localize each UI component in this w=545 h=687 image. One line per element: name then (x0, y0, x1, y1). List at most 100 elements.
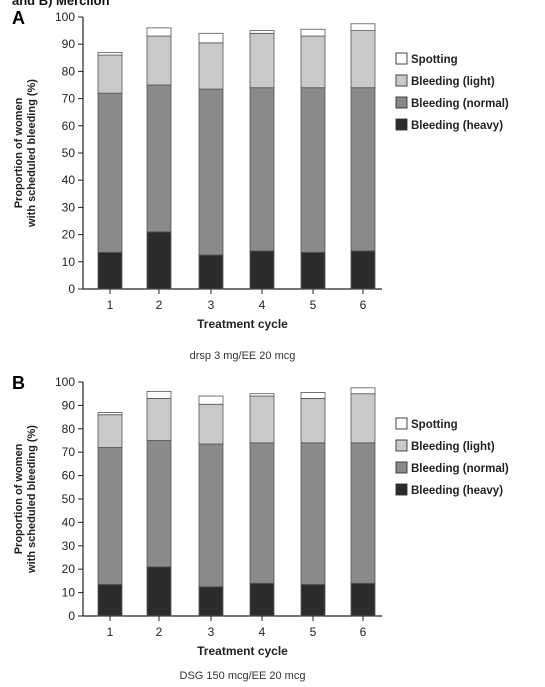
bar-segment (249, 395, 275, 444)
y-tick-label: 80 (62, 64, 76, 78)
x-axis-title: Treatment cycle (197, 317, 288, 331)
bar-segment (350, 582, 376, 617)
y-axis-title: with scheduled bleeding (%) (26, 79, 38, 228)
legend-label: Bleeding (heavy) (411, 485, 503, 497)
chart-caption: drsp 3 mg/EE 20 mcg (190, 350, 296, 362)
chart-panel-a: A 0 10 20 30 40 50 60 70 80 90 100 Proportion of wom… (12, 8, 509, 362)
bar-segment (300, 584, 326, 617)
legend-label: Bleeding (light) (411, 441, 495, 453)
y-tick-label: 60 (62, 119, 76, 133)
bar-segment (249, 32, 275, 89)
bar-segment (300, 35, 326, 89)
y-tick-label: 40 (62, 173, 76, 187)
bar-segment (198, 88, 224, 256)
x-tick-label: 2 (156, 298, 163, 312)
bar-segment (198, 32, 224, 44)
bar-segment (97, 54, 123, 94)
bar-segment (97, 414, 123, 448)
legend-label: Bleeding (heavy) (411, 120, 503, 132)
bar-segment (249, 250, 275, 290)
bar-segment (198, 254, 224, 290)
bar-segment (350, 30, 376, 89)
y-tick-label: 50 (62, 146, 76, 160)
legend-swatch (395, 417, 408, 430)
bar-segment (350, 87, 376, 252)
bar-segment (97, 584, 123, 617)
y-tick-label: 20 (62, 562, 76, 576)
chart-caption: DSG 150 mcg/EE 20 mcg (180, 670, 306, 682)
x-tick-label: 5 (310, 625, 317, 639)
y-tick-label: 70 (62, 445, 76, 459)
bar-segment (198, 586, 224, 617)
y-tick-label: 10 (62, 586, 76, 600)
x-tick-label: 5 (310, 298, 317, 312)
legend-label: Bleeding (normal) (411, 463, 509, 475)
legend-label: Bleeding (light) (411, 76, 495, 88)
bar-segment (198, 42, 224, 90)
bar-segment (350, 393, 376, 444)
bar-segment (146, 35, 172, 86)
bar-segment (350, 250, 376, 290)
bar-segment (97, 447, 123, 585)
x-tick-label: 4 (259, 298, 266, 312)
bar-segment (146, 27, 172, 37)
bar-segment (350, 387, 376, 395)
x-tick-label: 3 (208, 625, 215, 639)
y-tick-label: 40 (62, 515, 76, 529)
y-tick-label: 10 (62, 255, 76, 269)
legend-swatch (395, 118, 408, 131)
y-tick-label: 80 (62, 422, 76, 436)
bar-segment (350, 23, 376, 31)
bar-segment (146, 397, 172, 441)
bar-segment (198, 395, 224, 405)
y-tick-label: 30 (62, 200, 76, 214)
y-tick-label: 90 (62, 398, 76, 412)
bar-segment (97, 251, 123, 290)
legend-swatch (395, 52, 408, 65)
y-tick-label: 50 (62, 492, 76, 506)
x-tick-label: 2 (156, 625, 163, 639)
panel-label: B (12, 373, 25, 393)
y-tick-label: 20 (62, 228, 76, 242)
bar-segment (249, 30, 275, 34)
x-axis-title: Treatment cycle (197, 644, 288, 658)
bar-segment (249, 393, 275, 397)
x-tick-label: 6 (360, 298, 367, 312)
x-tick-label: 6 (360, 625, 367, 639)
bar-segment (146, 566, 172, 617)
bar-segment (97, 412, 123, 416)
y-axis-title: Proportion of women (13, 443, 25, 554)
bar-segment (300, 392, 326, 399)
chart-panel-b: B 0 10 20 30 40 50 60 70 80 90 100 Proportion of wom… (12, 373, 509, 682)
bar-segment (350, 442, 376, 584)
x-tick-label: 4 (259, 625, 266, 639)
y-axis-title: Proportion of women (13, 97, 25, 208)
legend-label: Bleeding (normal) (411, 98, 509, 110)
bar-segment (146, 84, 172, 233)
bar-segment (97, 51, 123, 56)
y-tick-label: 100 (55, 375, 75, 389)
legend-swatch (395, 483, 408, 496)
bar-segment (198, 403, 224, 445)
x-tick-label: 3 (208, 298, 215, 312)
bar-segment (300, 28, 326, 37)
x-tick-label: 1 (107, 625, 114, 639)
bar-segment (300, 251, 326, 290)
y-tick-label: 0 (68, 282, 75, 296)
bar-segment (146, 440, 172, 568)
y-tick-label: 60 (62, 469, 76, 483)
legend-label: Spotting (411, 54, 458, 66)
page-title: and B) Mercilon (12, 0, 110, 8)
y-tick-label: 30 (62, 539, 76, 553)
bar-segment (198, 443, 224, 588)
bar-segment (146, 390, 172, 399)
bar-segment (300, 87, 326, 253)
legend-swatch (395, 96, 408, 109)
legend-swatch (395, 439, 408, 452)
y-axis-title: with scheduled bleeding (%) (26, 425, 38, 574)
legend-label: Spotting (411, 419, 458, 431)
legend-swatch (395, 74, 408, 87)
y-tick-label: 100 (55, 10, 75, 24)
panel-label: A (12, 8, 25, 28)
